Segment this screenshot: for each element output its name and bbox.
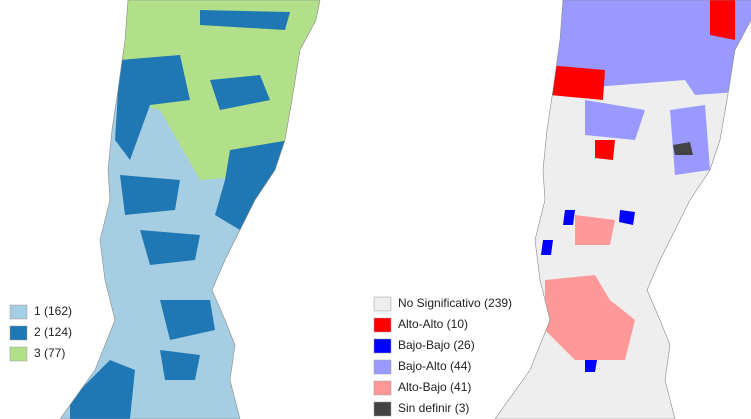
region-alto-alto <box>547 65 605 100</box>
region-alto-alto <box>710 0 735 40</box>
legend: No Significativo (239) Alto-Alto (10) Bajo… <box>373 296 512 417</box>
region-sin-definir <box>673 142 693 155</box>
legend-swatch <box>373 338 392 354</box>
region-bajo-alto <box>585 100 645 140</box>
region-blue <box>120 175 180 215</box>
legend: 1 (162) 2 (124) 3 (77) <box>9 304 72 362</box>
legend-label: Alto-Alto (10) <box>398 317 468 331</box>
legend-label: Sin definir (3) <box>398 401 469 415</box>
legend-swatch <box>9 304 28 320</box>
region-blue <box>215 140 290 230</box>
region-blue <box>200 10 290 30</box>
region-blue <box>160 350 200 380</box>
region-blue <box>160 300 215 340</box>
legend-label: Bajo-Alto (44) <box>398 359 471 373</box>
legend-swatch <box>373 296 392 312</box>
province-outline <box>494 0 751 419</box>
legend-swatch <box>9 325 28 341</box>
region-bajo-bajo <box>563 210 575 225</box>
right-map <box>494 0 751 419</box>
legend-swatch <box>373 359 392 375</box>
legend-label: 1 (162) <box>34 304 72 318</box>
legend-label: 2 (124) <box>34 325 72 339</box>
region-bajo-bajo <box>619 210 635 225</box>
province-outline <box>59 0 321 419</box>
region-blue <box>140 230 200 265</box>
region-alto-alto <box>595 140 615 160</box>
legend-label: Bajo-Bajo (26) <box>398 338 475 352</box>
region-blue <box>115 55 190 160</box>
legend-label: No Significativo (239) <box>398 296 512 310</box>
region-blue <box>210 75 270 110</box>
region-bajo-alto <box>670 105 710 175</box>
legend-label: 3 (77) <box>34 346 65 360</box>
legend-swatch <box>9 346 28 362</box>
legend-swatch <box>373 380 392 396</box>
legend-swatch <box>373 317 392 333</box>
region-bajo-bajo <box>541 240 553 255</box>
region-alto-bajo <box>545 275 635 360</box>
region-bajo-bajo <box>585 360 597 372</box>
legend-label: Alto-Bajo (41) <box>398 380 471 394</box>
legend-swatch <box>373 401 392 417</box>
region-blue <box>70 360 135 419</box>
region-alto-bajo <box>575 215 615 245</box>
